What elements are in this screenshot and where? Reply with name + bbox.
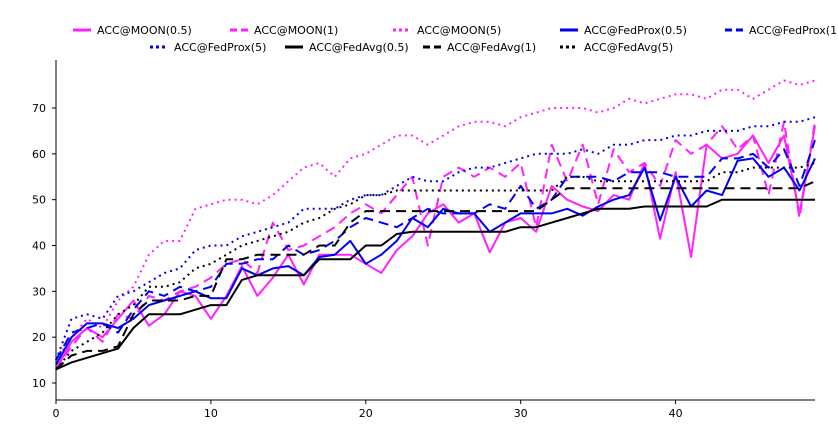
legend-item-6: ACC@FedAvg(0.5)	[285, 41, 409, 54]
y-tick-label-4: 50	[32, 194, 46, 207]
series-line-7	[55, 180, 816, 371]
series-line-4	[55, 139, 816, 361]
legend-item-3: ACC@FedProx(0.5)	[560, 24, 687, 37]
y-tick-label-6: 70	[32, 102, 46, 115]
legend-item-1: ACC@MOON(1)	[230, 24, 338, 37]
x-tick-label-3: 30	[514, 407, 528, 420]
chart-axes: 10 20 30 40 50 60 70 0 10 20 30 40	[32, 60, 815, 420]
y-tick-label-3: 40	[32, 240, 46, 253]
legend-item-4: ACC@FedProx(1)	[725, 24, 838, 37]
legend-label-7: ACC@FedAvg(1)	[447, 41, 536, 54]
legend-label-1: ACC@MOON(1)	[254, 24, 338, 37]
plot-area	[55, 79, 816, 371]
x-tick-label-4: 40	[669, 407, 683, 420]
legend-label-8: ACC@FedAvg(5)	[584, 41, 673, 54]
legend-item-7: ACC@FedAvg(1)	[423, 41, 536, 54]
x-tick-label-2: 20	[359, 407, 373, 420]
legend-item-8: ACC@FedAvg(5)	[560, 41, 673, 54]
y-tick-label-0: 10	[32, 377, 46, 390]
legend-item-5: ACC@FedProx(5)	[150, 41, 266, 54]
legend-label-2: ACC@MOON(5)	[417, 24, 501, 37]
series-line-3	[55, 157, 816, 366]
x-tick-label-1: 10	[204, 407, 218, 420]
legend-label-3: ACC@FedProx(0.5)	[584, 24, 687, 37]
y-tick-label-5: 60	[32, 148, 46, 161]
legend-item-0: ACC@MOON(0.5)	[73, 24, 192, 37]
x-tick-label-0: 0	[53, 407, 60, 420]
series-line-2	[55, 79, 816, 361]
series-line-6	[55, 198, 815, 371]
legend-item-2: ACC@MOON(5)	[393, 24, 501, 37]
series-line-5	[55, 116, 816, 361]
legend-label-6: ACC@FedAvg(0.5)	[309, 41, 409, 54]
y-tick-label-2: 30	[32, 285, 46, 298]
chart-legend: ACC@MOON(0.5) ACC@MOON(1) ACC@MOON(5) ACC@F…	[73, 24, 838, 54]
series-line-8	[55, 162, 816, 370]
legend-label-5: ACC@FedProx(5)	[174, 41, 266, 54]
legend-label-0: ACC@MOON(0.5)	[97, 24, 192, 37]
legend-label-4: ACC@FedProx(1)	[749, 24, 838, 37]
series-line-0	[55, 126, 816, 370]
y-tick-label-1: 20	[32, 331, 46, 344]
series-line-1	[55, 120, 816, 370]
